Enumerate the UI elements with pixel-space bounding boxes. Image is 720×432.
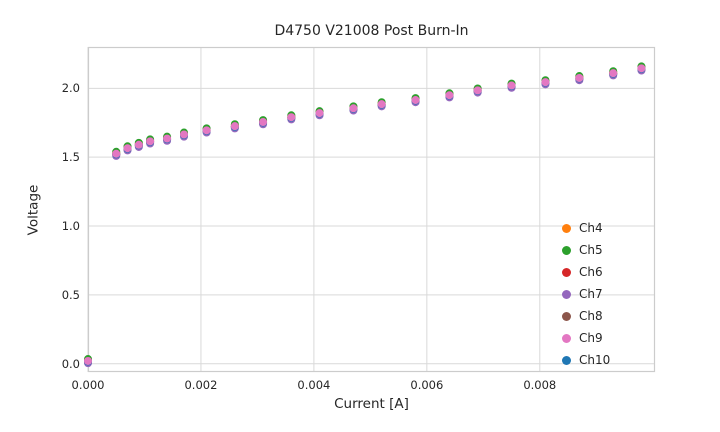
scatter-point [575, 73, 584, 82]
legend-label: Ch6 [579, 265, 603, 279]
legend-marker-icon [562, 311, 571, 321]
y-tick-label: 1.0 [61, 219, 80, 234]
legend-label: Ch7 [579, 287, 603, 301]
scatter-point [134, 140, 143, 149]
x-tick-label: 0.006 [410, 378, 444, 392]
scatter-point [287, 113, 296, 122]
legend-label: Ch10 [579, 353, 611, 367]
legend-label: Ch9 [579, 331, 603, 345]
scatter-point [445, 91, 454, 100]
x-tick-label: 0.000 [71, 378, 105, 392]
legend-item-ch7: Ch7 [562, 283, 610, 305]
legend-label: Ch5 [579, 243, 603, 257]
scatter-point [163, 134, 172, 143]
legend-marker-icon [562, 223, 571, 233]
scatter-plot-canvas [84, 46, 656, 373]
plot-border [87, 46, 656, 373]
legend-marker-icon [562, 289, 571, 299]
legend-item-ch4: Ch4 [562, 217, 610, 239]
legend-label: Ch4 [579, 221, 603, 235]
scatter-point [541, 78, 550, 87]
legend-item-ch9: Ch9 [562, 327, 610, 349]
legend-item-ch6: Ch6 [562, 261, 610, 283]
scatter-point [473, 86, 482, 95]
x-tick-label: 0.004 [297, 378, 331, 392]
y-tick-label: 2.0 [61, 81, 80, 96]
scatter-point [84, 356, 92, 365]
legend-marker-icon [562, 245, 571, 255]
y-axis-label-wrap: Voltage [22, 47, 44, 372]
legend-item-ch10: Ch10 [562, 349, 610, 371]
scatter-point [180, 130, 189, 139]
scatter-point [609, 69, 618, 78]
y-axis-label: Voltage [25, 184, 42, 235]
scatter-point [259, 118, 268, 127]
scatter-point [230, 122, 239, 131]
legend-item-ch8: Ch8 [562, 305, 610, 327]
y-tick-label: 0.0 [61, 356, 80, 371]
scatter-point [377, 100, 386, 109]
legend: Ch4 Ch5 Ch6 Ch7 Ch8 Ch9 Ch10 [562, 217, 610, 371]
legend-marker-icon [562, 267, 571, 277]
scatter-point [507, 81, 516, 90]
scatter-point [315, 109, 324, 118]
x-tick-label: 0.002 [184, 378, 218, 392]
legend-label: Ch8 [579, 309, 603, 323]
chart-title: D4750 V21008 Post Burn-In [274, 23, 469, 39]
x-tick-label: 0.008 [523, 378, 557, 392]
scatter-point [349, 104, 358, 113]
plot-area [84, 46, 656, 373]
y-tick-label: 1.5 [61, 150, 80, 165]
scatter-point [146, 137, 155, 146]
legend-marker-icon [562, 333, 571, 343]
scatter-point [411, 96, 420, 105]
legend-marker-icon [562, 355, 571, 365]
y-tick-label: 0.5 [61, 287, 80, 302]
scatter-point [637, 64, 646, 73]
legend-item-ch5: Ch5 [562, 239, 610, 261]
x-axis-label: Current [A] [334, 396, 409, 412]
scatter-point [123, 144, 132, 153]
scatter-point [202, 126, 211, 135]
scatter-point [112, 149, 121, 158]
